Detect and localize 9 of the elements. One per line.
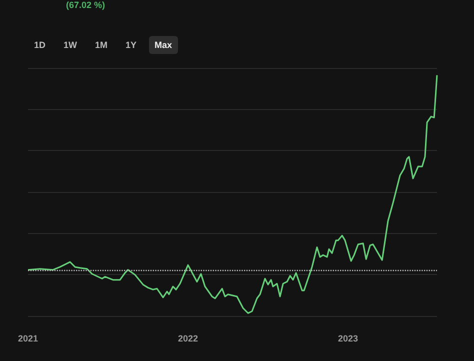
- x-tick-label: 2022: [178, 334, 198, 344]
- x-tick-label: 2021: [18, 334, 38, 344]
- range-button[interactable]: 1M: [89, 36, 114, 54]
- range-button[interactable]: 1Y: [120, 36, 143, 54]
- range-button[interactable]: Max: [148, 36, 178, 54]
- range-button[interactable]: 1W: [58, 36, 84, 54]
- x-tick-label: 2023: [338, 334, 358, 344]
- text: (67.02 %): [66, 0, 106, 10]
- range-button[interactable]: 1D: [28, 36, 52, 54]
